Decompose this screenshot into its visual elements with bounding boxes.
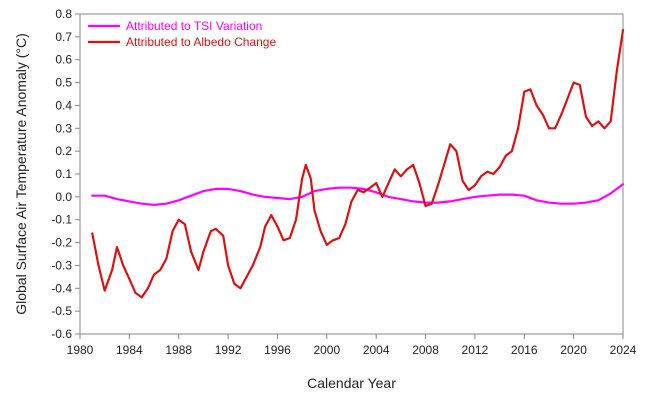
- legend-label: Attributed to Albedo Change: [126, 35, 276, 49]
- y-tick-label: -0.6: [51, 327, 72, 341]
- y-tick-label: 0.3: [55, 121, 72, 135]
- y-tick-label: 0.8: [55, 7, 72, 21]
- y-tick-label: 0.4: [55, 98, 72, 112]
- series-line-tsi-variation: [91, 183, 625, 206]
- x-axis-title: Calendar Year: [307, 375, 396, 391]
- x-tick-label: 2008: [412, 343, 439, 357]
- y-axis-title: Global Surface Air Temperature Anomaly (…: [13, 33, 29, 315]
- y-tick-label: -0.4: [51, 281, 72, 295]
- y-tick-label: 0.5: [55, 76, 72, 90]
- y-tick-label: -0.5: [51, 304, 72, 318]
- y-tick-label: 0.7: [55, 30, 72, 44]
- y-tick-label: 0.1: [55, 167, 72, 181]
- y-tick-label: -0.1: [51, 213, 72, 227]
- x-tick-label: 1988: [165, 343, 192, 357]
- y-tick-label: -0.3: [51, 258, 72, 272]
- legend: Attributed to TSI Variation Attributed to…: [88, 19, 276, 49]
- x-tick-label: 2016: [511, 343, 538, 357]
- x-tick-label: 2000: [313, 343, 340, 357]
- x-tick-label: 1992: [215, 343, 242, 357]
- y-tick-label: 0.0: [55, 190, 72, 204]
- x-axis-ticks: 1980 1984 1988 1992 1996 2000 2004 2008 2012 2016…: [67, 334, 637, 357]
- x-tick-label: 1996: [264, 343, 291, 357]
- y-axis-ticks: 0.8 0.7 0.6 0.5 0.4 0.3 0.2 0.1 0.0 -0.1 -0.2 -0.3 -…: [51, 7, 80, 341]
- x-tick-label: 2004: [363, 343, 390, 357]
- series-line-albedo-change: [91, 28, 625, 299]
- x-tick-label: 2012: [462, 343, 489, 357]
- y-tick-label: 0.6: [55, 53, 72, 67]
- x-tick-label: 2024: [610, 343, 637, 357]
- series-layer: [91, 28, 625, 299]
- x-tick-label: 1984: [116, 343, 143, 357]
- x-tick-label: 1980: [67, 343, 94, 357]
- x-tick-label: 2020: [560, 343, 587, 357]
- y-tick-label: 0.2: [55, 144, 72, 158]
- legend-label: Attributed to TSI Variation: [126, 19, 262, 33]
- y-tick-label: -0.2: [51, 236, 72, 250]
